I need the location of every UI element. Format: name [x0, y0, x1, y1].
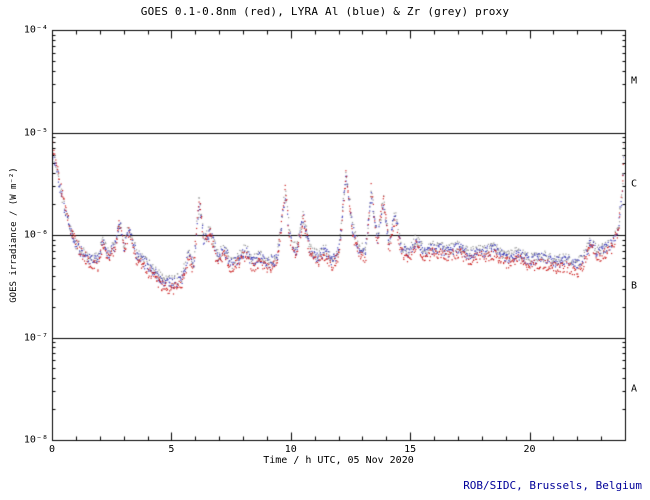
chart-title: GOES 0.1-0.8nm (red), LYRA Al (blue) & Z…: [140, 5, 510, 18]
y-tick-label: 10⁻⁸: [23, 434, 48, 446]
x-tick-label: 10: [284, 444, 297, 455]
flare-class-label: C: [631, 178, 638, 190]
flare-class-label: A: [631, 383, 638, 395]
flare-class-label: M: [631, 75, 638, 87]
y-tick-label: 10⁻⁴: [23, 24, 48, 36]
flare-class-label: B: [631, 280, 638, 292]
x-tick-label: 20: [523, 444, 536, 455]
x-tick-label: 0: [48, 444, 56, 455]
y-tick-label: 10⁻⁵: [23, 127, 48, 138]
credit-text: ROB/SIDC, Brussels, Belgium: [463, 479, 642, 492]
x-tick-label: 5: [168, 444, 175, 455]
y-tick-label: 10⁻⁷: [23, 332, 48, 343]
x-tick-label: 15: [404, 444, 417, 455]
y-tick-label: 10⁻⁶: [23, 229, 48, 241]
x-axis-label: Time / h UTC, 05 Nov 2020: [263, 455, 414, 466]
